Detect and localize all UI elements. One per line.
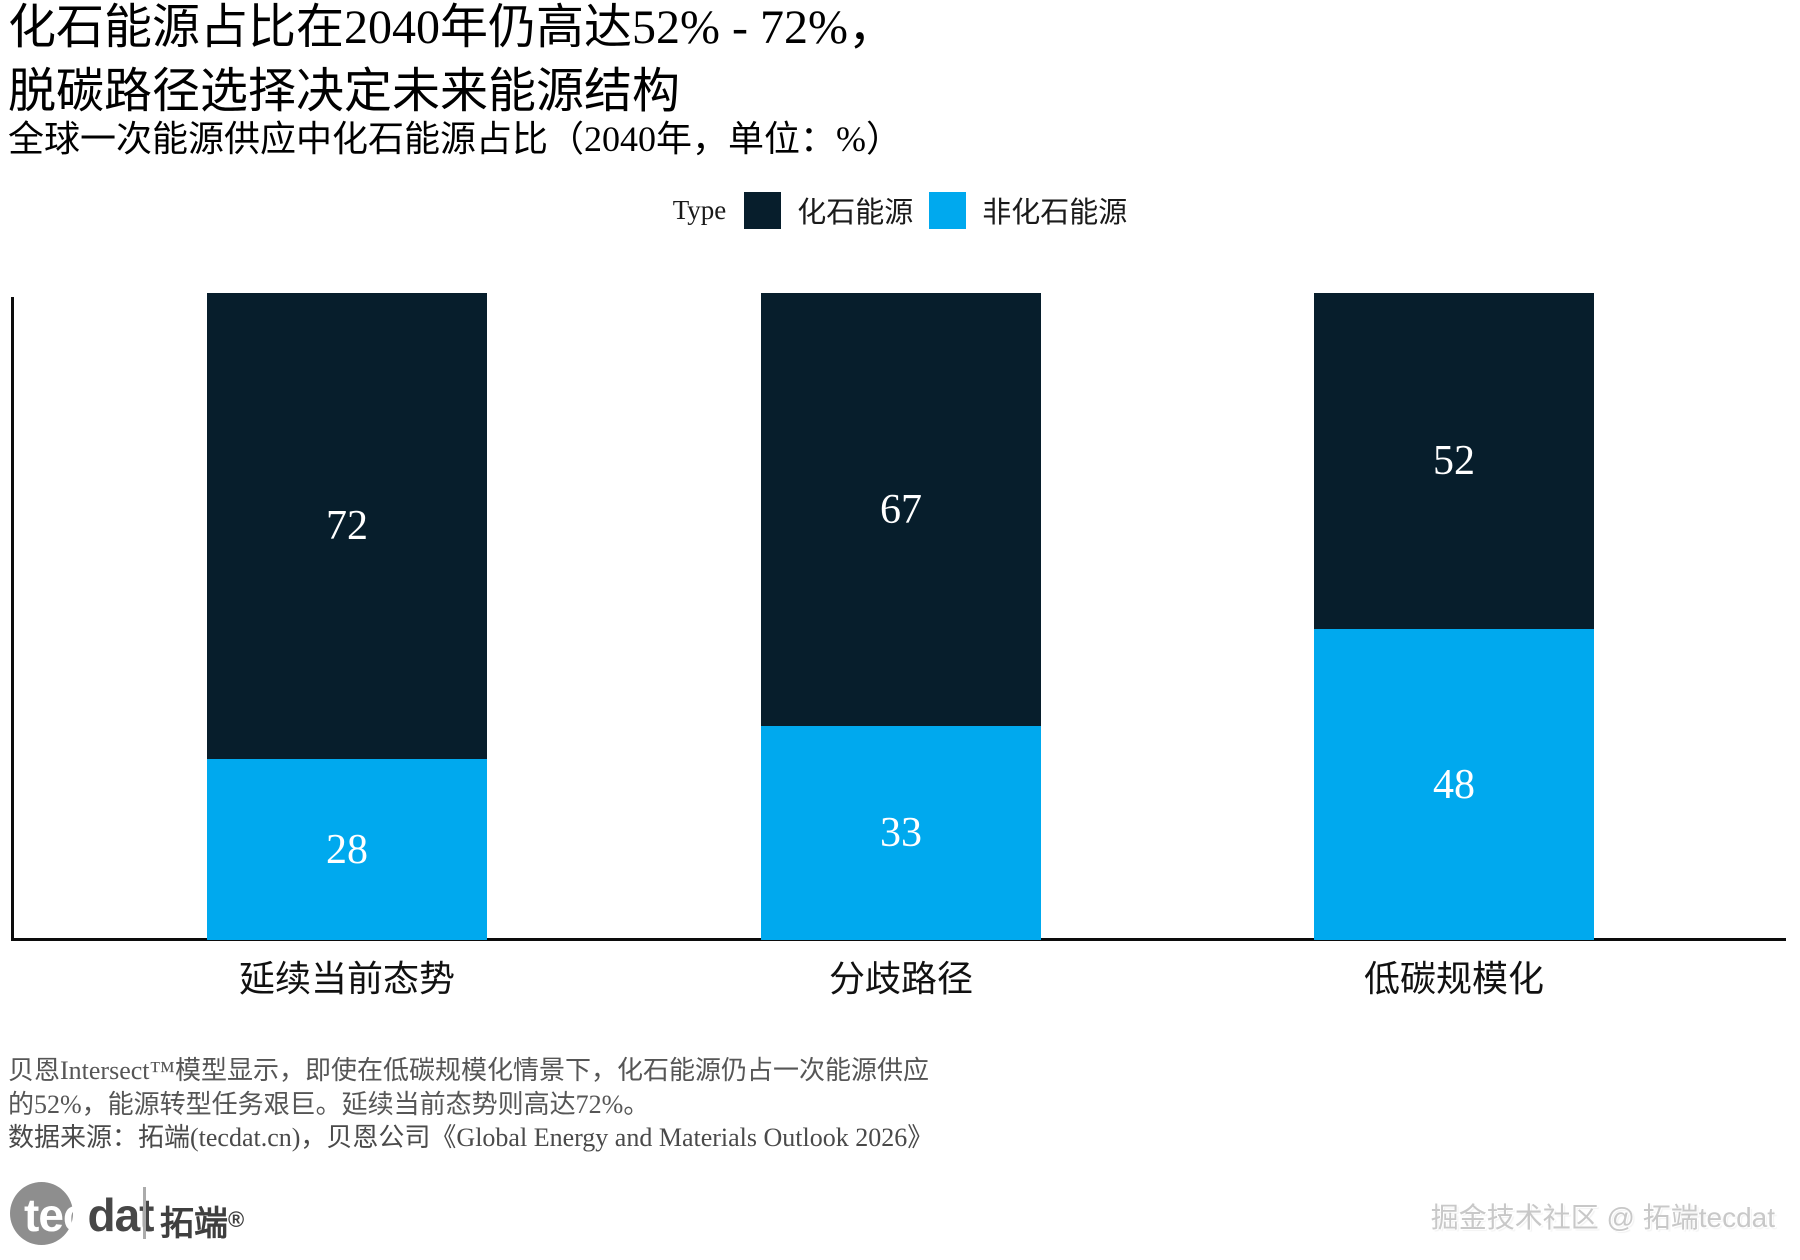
bar3-fossil-segment: 52	[1314, 293, 1594, 629]
registered-mark-icon: ®	[228, 1207, 245, 1232]
logo-divider	[143, 1187, 146, 1239]
bar2-nonfossil-segment: 33	[761, 726, 1041, 940]
tecdat-logo-text: tecdat	[24, 1188, 154, 1242]
bar-scenario-1: 72 28	[207, 293, 487, 940]
category-label-3: 低碳规模化	[1363, 959, 1544, 999]
category-label-2: 分歧路径	[828, 959, 973, 999]
bar3-fossil-value: 52	[1433, 438, 1475, 484]
bar3-nonfossil-value: 48	[1433, 761, 1475, 808]
tecdat-logo-circle-icon	[10, 1182, 73, 1245]
logo-cn-text: 拓端	[160, 1205, 228, 1243]
footnote-line1: 贝恩Intersect™模型显示，即使在低碳规模化情景下，化石能源仍占一次能源供…	[8, 1056, 929, 1085]
bar1-fossil-segment: 72	[207, 293, 487, 759]
legend-swatch-fossil	[744, 191, 782, 229]
data-source: 数据来源：拓端(tecdat.cn)，贝恩公司《Global Energy an…	[8, 1123, 934, 1152]
bar2-fossil-segment: 67	[761, 293, 1041, 726]
bar-scenario-3: 52 48	[1314, 293, 1594, 940]
bar3-nonfossil-segment: 48	[1314, 629, 1594, 940]
bar-scenario-2: 67 33	[761, 293, 1041, 940]
category-label-1: 延续当前态势	[238, 959, 455, 999]
logo-chinese-name: 拓端®	[160, 1196, 244, 1245]
chart-subtitle: 全球一次能源供应中化石能源占比（2040年，单位：%）	[8, 119, 902, 159]
page-title-line1: 化石能源占比在2040年仍高达52% - 72%，	[8, 1, 896, 54]
bar1-nonfossil-segment: 28	[207, 759, 487, 940]
logo-tec: tec	[24, 1189, 88, 1241]
legend-label-fossil: 化石能源	[797, 197, 914, 229]
legend-label-nonfossil: 非化石能源	[982, 197, 1128, 229]
footnote-line2: 的52%，能源转型任务艰巨。延续当前态势则高达72%。	[8, 1090, 650, 1119]
legend-swatch-nonfossil	[929, 191, 967, 229]
bar2-fossil-value: 67	[880, 486, 922, 533]
legend-title: Type	[672, 194, 727, 225]
y-axis-line	[11, 297, 14, 941]
community-watermark: 掘金技术社区 @ 拓端tecdat	[1430, 1202, 1775, 1233]
bar2-nonfossil-value: 33	[880, 810, 922, 856]
page-title-line2: 脱碳路径选择决定未来能源结构	[8, 65, 681, 118]
bar1-nonfossil-value: 28	[326, 826, 368, 873]
chart-legend: Type 化石能源 非化石能源	[0, 189, 1800, 231]
bar1-fossil-value: 72	[326, 503, 368, 549]
